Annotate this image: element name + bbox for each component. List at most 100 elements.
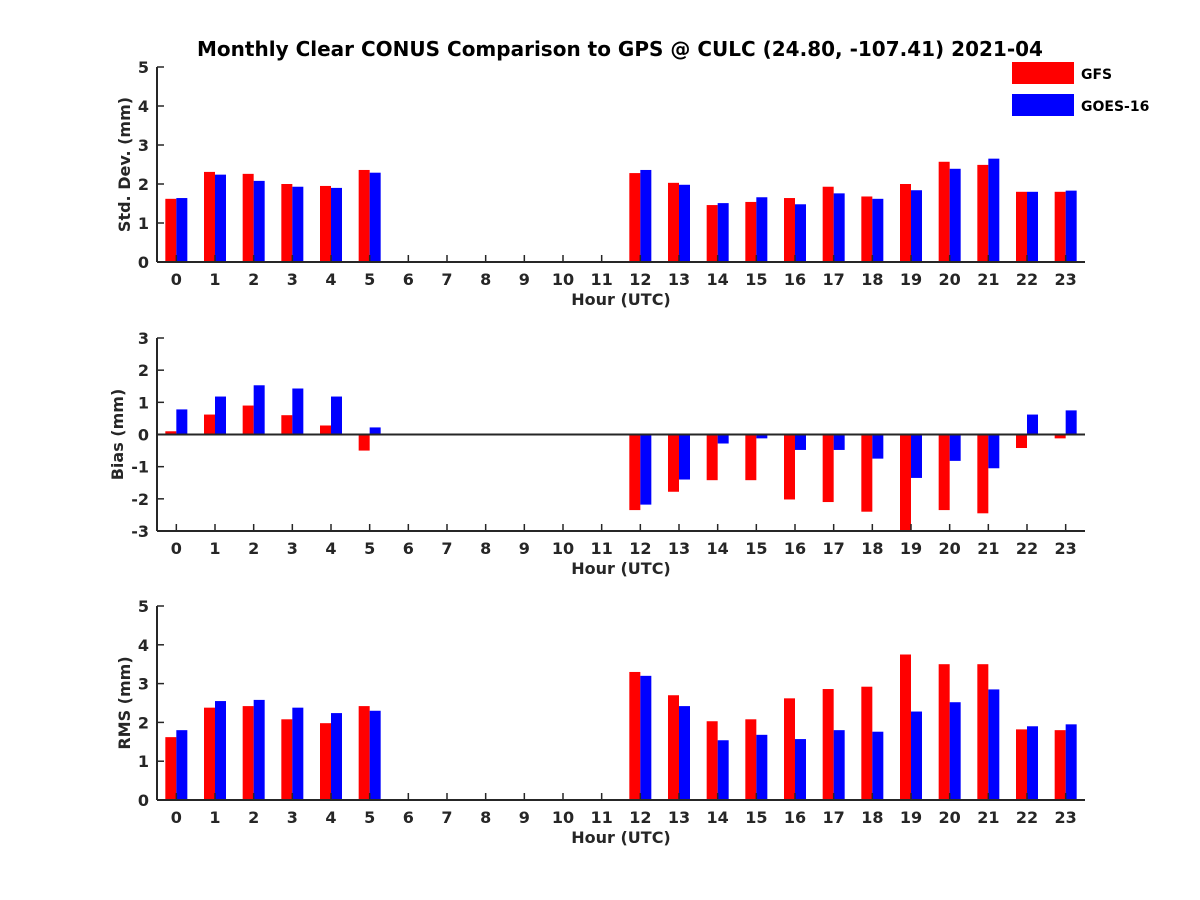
legend-swatch-gfs	[1012, 62, 1074, 84]
x-tick-label: 10	[552, 539, 574, 558]
bar-gfs-21	[977, 164, 989, 262]
x-tick-label: 18	[861, 808, 883, 827]
bar-goes-16-13	[679, 184, 690, 262]
x-tick-label: 4	[325, 270, 336, 289]
bar-goes-16-22	[1027, 726, 1038, 800]
x-axis-label: Hour (UTC)	[571, 828, 671, 847]
bar-goes-16-16	[795, 204, 806, 262]
bar-goes-16-20	[949, 168, 961, 262]
bar-gfs-23	[1054, 434, 1066, 439]
x-tick-label: 22	[1016, 270, 1038, 289]
bar-gfs-12	[629, 671, 641, 800]
x-tick-label: 11	[591, 539, 613, 558]
y-tick-label: 5	[138, 58, 149, 77]
bar-goes-16-3	[292, 186, 304, 262]
bar-gfs-5	[358, 434, 370, 451]
bar-gfs-18	[861, 434, 873, 512]
bar-goes-16-0	[176, 730, 188, 800]
x-tick-label: 14	[707, 270, 729, 289]
x-tick-label: 12	[629, 539, 651, 558]
x-tick-label: 19	[900, 808, 922, 827]
bar-goes-16-13	[679, 434, 690, 480]
bar-goes-16-23	[1065, 724, 1077, 800]
bar-goes-16-22	[1027, 414, 1038, 435]
x-tick-label: 16	[784, 539, 806, 558]
bar-goes-16-17	[833, 730, 845, 800]
bar-gfs-3	[281, 719, 293, 800]
bar-goes-16-23	[1065, 410, 1077, 435]
bar-goes-16-3	[292, 707, 304, 800]
y-axis-label: Std. Dev. (mm)	[115, 97, 134, 232]
x-tick-label: 15	[745, 270, 767, 289]
bar-goes-16-2	[253, 180, 265, 262]
y-tick-label: -1	[131, 458, 149, 477]
x-tick-label: 1	[209, 539, 220, 558]
x-tick-label: 12	[629, 270, 651, 289]
bar-goes-16-1	[215, 396, 226, 435]
x-tick-label: 11	[591, 808, 613, 827]
bar-gfs-0	[165, 198, 177, 262]
bar-goes-16-14	[717, 434, 729, 444]
x-tick-label: 3	[287, 808, 298, 827]
bar-goes-16-22	[1027, 191, 1038, 262]
bar-gfs-13	[668, 434, 679, 492]
bar-goes-16-20	[949, 702, 961, 800]
y-tick-label: -2	[131, 490, 149, 509]
x-tick-label: 0	[171, 539, 182, 558]
bar-gfs-4	[320, 185, 331, 262]
bar-gfs-0	[165, 737, 177, 800]
x-tick-label: 0	[171, 808, 182, 827]
bar-goes-16-2	[253, 699, 265, 800]
x-tick-label: 22	[1016, 539, 1038, 558]
y-axis-label: Bias (mm)	[108, 389, 127, 481]
bar-gfs-16	[784, 198, 795, 262]
bar-goes-16-14	[717, 203, 729, 262]
x-axis-label: Hour (UTC)	[571, 290, 671, 309]
y-tick-label: 0	[138, 791, 149, 810]
x-tick-label: 9	[519, 808, 530, 827]
bar-gfs-22	[1016, 434, 1027, 449]
x-tick-label: 23	[1055, 270, 1077, 289]
x-tick-label: 17	[823, 539, 845, 558]
bar-goes-16-4	[331, 396, 342, 435]
x-tick-label: 7	[441, 270, 452, 289]
x-tick-label: 5	[364, 539, 375, 558]
bar-gfs-18	[861, 686, 873, 800]
bar-gfs-18	[861, 196, 873, 262]
y-axis-label: RMS (mm)	[115, 656, 134, 749]
x-tick-label: 8	[480, 270, 491, 289]
x-tick-label: 6	[403, 270, 414, 289]
bar-gfs-4	[320, 425, 331, 435]
x-tick-label: 20	[939, 808, 961, 827]
bar-gfs-0	[165, 431, 177, 435]
bar-goes-16-14	[717, 740, 729, 800]
y-tick-label: 5	[138, 597, 149, 616]
x-tick-label: 7	[441, 808, 452, 827]
bar-goes-16-1	[215, 701, 226, 800]
bar-gfs-17	[822, 186, 834, 262]
bar-goes-16-4	[331, 713, 342, 800]
bar-gfs-14	[706, 205, 718, 262]
bar-goes-16-17	[833, 193, 845, 262]
x-tick-label: 3	[287, 539, 298, 558]
bar-goes-16-5	[369, 172, 381, 262]
bar-goes-16-19	[911, 190, 922, 262]
bar-goes-16-19	[911, 434, 922, 478]
x-tick-label: 17	[823, 808, 845, 827]
bar-goes-16-0	[176, 198, 188, 262]
bar-goes-16-23	[1065, 190, 1077, 262]
x-tick-label: 21	[977, 808, 999, 827]
x-tick-label: 1	[209, 270, 220, 289]
bar-goes-16-1	[215, 174, 226, 262]
bar-goes-16-16	[795, 434, 806, 450]
x-tick-label: 1	[209, 808, 220, 827]
x-tick-label: 5	[364, 270, 375, 289]
legend-label-goes16: GOES-16	[1081, 99, 1149, 115]
x-tick-label: 8	[480, 808, 491, 827]
bar-gfs-16	[784, 434, 795, 500]
bar-goes-16-12	[640, 675, 652, 800]
bar-goes-16-18	[872, 731, 884, 800]
y-tick-label: 2	[138, 361, 149, 380]
